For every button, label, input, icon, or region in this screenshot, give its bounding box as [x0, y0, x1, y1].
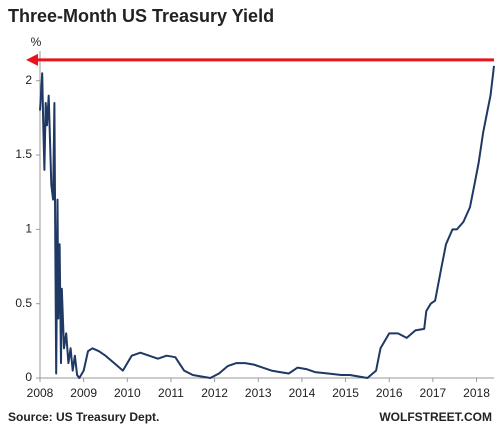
chart-title: Three-Month US Treasury Yield — [8, 6, 274, 26]
x-tick-label: 2011 — [158, 386, 184, 400]
y-tick-label: 1.5 — [15, 147, 32, 161]
y-tick-label: 0 — [25, 370, 32, 384]
x-tick-label: 2008 — [27, 386, 54, 400]
y-axis-label: % — [31, 35, 42, 49]
reference-arrowhead — [26, 53, 38, 66]
x-tick-label: 2014 — [289, 386, 316, 400]
credit: WOLFSTREET.COM — [379, 410, 492, 424]
y-tick-label: 1 — [25, 222, 32, 236]
x-tick-label: 2009 — [70, 386, 97, 400]
x-tick-label: 2010 — [114, 386, 141, 400]
series-line — [39, 65, 495, 379]
y-tick-label: 2 — [25, 73, 32, 87]
x-tick-label: 2013 — [245, 386, 272, 400]
x-tick-label: 2016 — [376, 386, 403, 400]
y-tick-label: 0.5 — [15, 296, 32, 310]
source: Source: US Treasury Dept. — [8, 410, 159, 424]
x-tick-label: 2015 — [332, 386, 359, 400]
x-tick-label: 2017 — [420, 386, 447, 400]
x-tick-label: 2018 — [463, 386, 490, 400]
x-tick-label: 2012 — [201, 386, 228, 400]
